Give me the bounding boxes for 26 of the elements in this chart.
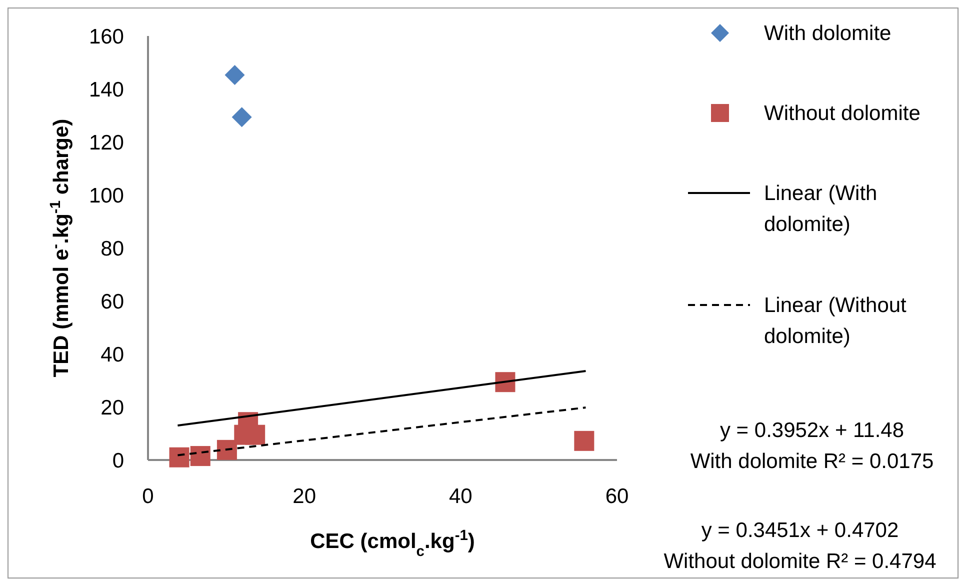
legend-label: Linear (With dolomite) <box>764 182 878 236</box>
y-tick-label: 140 <box>88 78 124 102</box>
text: y = 0.3451x + 0.4702 Without dolomite R² = 0.4794 <box>664 519 937 573</box>
point <box>216 440 237 460</box>
point <box>224 64 245 85</box>
x-tick-label: 60 <box>605 485 629 508</box>
point <box>169 447 190 468</box>
y-tick-label: 60 <box>100 290 124 314</box>
y-tick-label: 100 <box>88 184 124 208</box>
x-tick-label: 40 <box>448 485 472 508</box>
text: y = 0.3952x + 11.48 With dolomite R² = 0.0175 <box>690 419 934 473</box>
x-tick-label: 20 <box>292 485 316 508</box>
x-axis-title: CEC (cmol$_{c}$.kg$^{-1}$) <box>310 528 475 560</box>
y-tick-label: 80 <box>100 237 124 260</box>
point <box>232 107 252 128</box>
y-tick-label: 40 <box>100 343 124 366</box>
legend-label: Without dolomite <box>764 102 920 125</box>
y-tick-label: 120 <box>88 131 124 154</box>
legend-label: Linear (Without dolomite) <box>764 294 907 348</box>
point <box>190 446 210 466</box>
y-tick-label: 160 <box>88 25 124 48</box>
x-tick-label: 0 <box>142 485 154 508</box>
y-tick-label: 0 <box>112 449 124 472</box>
y-tick-label: 20 <box>100 396 124 420</box>
legend-label: With dolomite <box>764 22 892 45</box>
point <box>574 430 594 451</box>
